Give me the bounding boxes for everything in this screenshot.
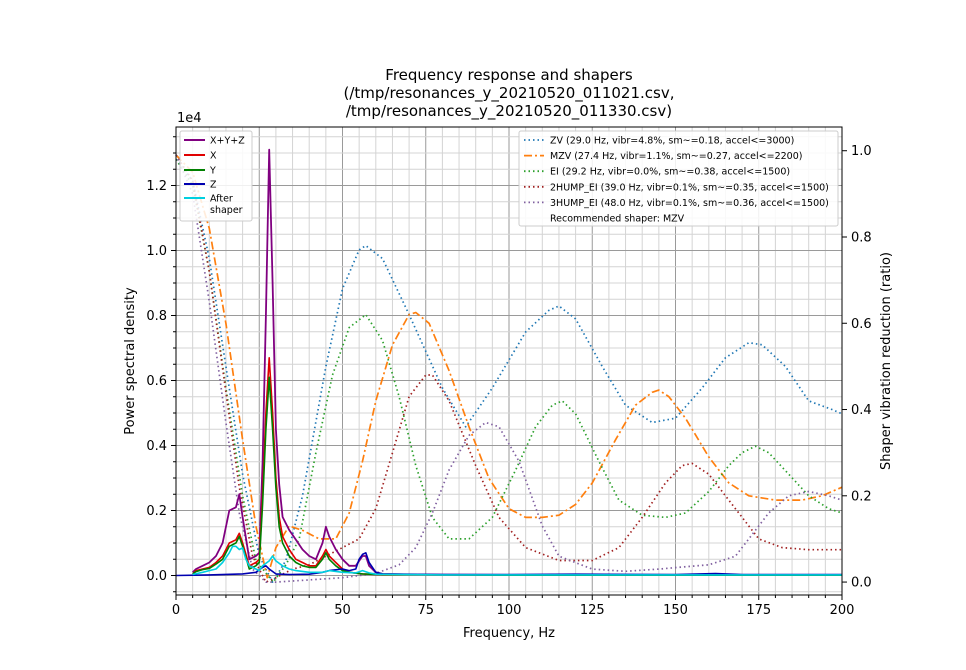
shaper-line-ei — [175, 158, 843, 583]
psd-line-x-y-z — [192, 148, 842, 576]
recommended-shaper-note: Recommended shaper: MZV — [550, 214, 685, 225]
shaper-legend-label: MZV (27.4 Hz, vibr=1.1%, sm~=0.27, accel… — [550, 151, 802, 162]
shaper-line-mzv — [175, 154, 843, 579]
x-tick-label: 125 — [580, 603, 605, 618]
chart-title-line-3: /tmp/resonances_y_20210520_011330.csv) — [346, 102, 672, 121]
chart-title: Frequency response and shapers (/tmp/res… — [344, 66, 675, 121]
psd-line-y — [192, 376, 842, 576]
psd-legend-label: Y — [209, 166, 216, 177]
x-tick-label: 50 — [334, 603, 351, 618]
psd-lines — [175, 148, 842, 577]
shaper-legend-label: 3HUMP_EI (48.0 Hz, vibr=0.1%, sm~=0.36, … — [550, 198, 829, 209]
y-right-tick-label: 0.0 — [851, 576, 872, 591]
chart-title-line-1: Frequency response and shapers — [385, 66, 633, 84]
plot-grid — [176, 127, 842, 595]
shaper-legend-label: ZV (29.0 Hz, vibr=4.8%, sm~=0.18, accel<… — [550, 136, 794, 147]
axes: 0 25 50 75 100 125 150 175 200 0.0 0.2 0.4 0.6 0.8 1.0… — [146, 136, 872, 618]
shaper-lines — [175, 154, 843, 583]
x-tick-label: 175 — [746, 603, 771, 618]
y-right-tick-label: 0.4 — [851, 403, 872, 418]
shaper-legend-label: 2HUMP_EI (39.0 Hz, vibr=0.1%, sm~=0.35, … — [550, 182, 829, 193]
x-axis-title: Frequency, Hz — [463, 626, 555, 641]
y-tick-label: 0.6 — [146, 374, 167, 389]
psd-legend-label: X — [210, 151, 217, 162]
y-tick-label: 1.0 — [146, 244, 167, 259]
y-multiplier-label: 1e4 — [177, 111, 202, 126]
y-right-axis-title: Shaper vibration reduction (ratio) — [879, 252, 894, 470]
y-axis-title: Power spectral density — [123, 287, 138, 435]
chart-title-line-2: (/tmp/resonances_y_20210520_011021.csv, — [344, 84, 675, 103]
y-right-tick-label: 0.8 — [851, 230, 872, 245]
psd-legend-label: X+Y+Z — [210, 136, 245, 147]
x-tick-label: 200 — [830, 603, 855, 618]
x-tick-label: 25 — [251, 603, 268, 618]
y-tick-label: 0.2 — [146, 504, 167, 519]
shaper-legend: ZV (29.0 Hz, vibr=4.8%, sm~=0.18, accel<… — [518, 130, 839, 227]
x-tick-label: 75 — [417, 603, 434, 618]
y-tick-label: 0.4 — [146, 439, 167, 454]
y-tick-label: 0.0 — [146, 569, 167, 584]
y-right-tick-label: 0.6 — [851, 317, 872, 332]
shaper-legend-label: EI (29.2 Hz, vibr=0.0%, sm~=0.38, accel<… — [550, 167, 790, 178]
shaper-legend-box — [518, 130, 839, 227]
psd-legend-label: Z — [210, 180, 217, 191]
y-right-tick-label: 0.2 — [851, 489, 872, 504]
x-tick-label: 100 — [497, 603, 522, 618]
psd-legend-label: After — [210, 194, 233, 205]
x-tick-label: 150 — [663, 603, 688, 618]
y-right-tick-label: 1.0 — [851, 144, 872, 159]
x-tick-label: 0 — [172, 603, 180, 618]
psd-legend-label-2: shaper — [210, 205, 243, 216]
psd-line-after-shaper — [192, 545, 842, 576]
y-tick-label: 0.8 — [146, 309, 167, 324]
y-tick-label: 1.2 — [146, 179, 167, 194]
shaper-line-3hump_ei — [175, 154, 843, 583]
